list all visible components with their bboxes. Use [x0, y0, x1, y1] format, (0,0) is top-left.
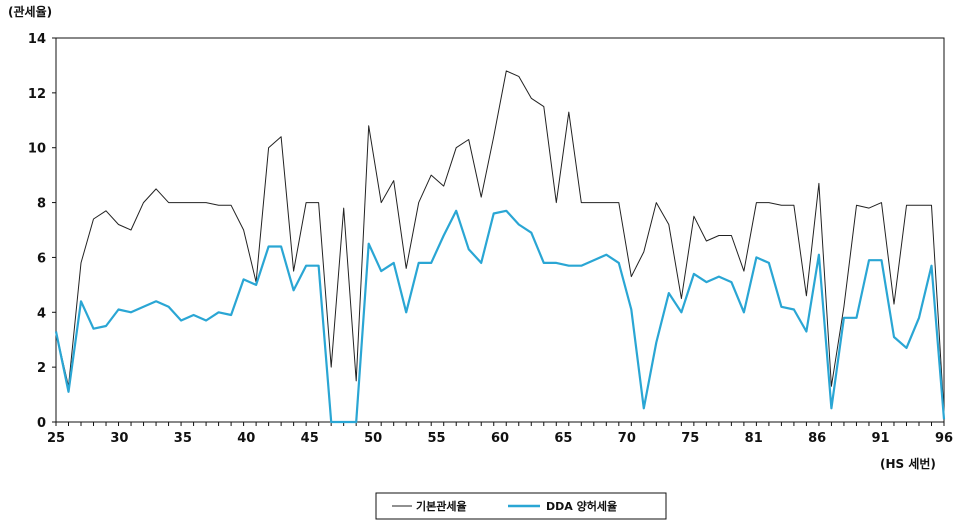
y-tick-label: 8: [37, 197, 46, 212]
x-tick-label: 91: [872, 431, 890, 446]
y-tick-label: 10: [28, 142, 46, 157]
series-line-basic-tariff: [55, 70, 945, 414]
y-axis: 0 2 4 6 8 10 12 14: [28, 32, 56, 431]
x-tick-label: 50: [364, 431, 382, 446]
x-tick-label: 35: [174, 431, 192, 446]
x-tick-label: 75: [681, 431, 699, 446]
x-tick-label: 55: [428, 431, 446, 446]
series-line-dda-tariff: [54, 209, 946, 424]
plot-area-frame: [55, 37, 945, 423]
x-tick-label: 65: [554, 431, 572, 446]
x-tick-label: 40: [237, 431, 255, 446]
y-axis-label: (관세율): [8, 4, 52, 19]
legend-label-dda-tariff: DDA 양허세율: [546, 499, 617, 513]
y-tick-label: 12: [28, 87, 46, 102]
x-tick-label: 60: [491, 431, 509, 446]
y-tick-label: 4: [37, 306, 46, 321]
x-tick-label: 81: [745, 431, 763, 446]
y-tick-label: 2: [37, 361, 46, 376]
x-axis-label: (HS 세번): [880, 456, 936, 471]
legend: 기본관세율 DDA 양허세율: [375, 492, 667, 520]
y-tick-label: 0: [37, 416, 46, 431]
x-tick-label: 25: [47, 431, 65, 446]
x-tick-label: 45: [301, 431, 319, 446]
y-tick-label: 14: [28, 32, 46, 47]
x-tick-label: 96: [935, 431, 953, 446]
y-tick-label: 6: [37, 251, 46, 266]
legend-label-basic-tariff: 기본관세율: [416, 499, 467, 513]
x-axis: 25 30 35 40 45 50 55 60 65 70 75 81 86 91 96: [47, 422, 953, 446]
series-layer: [54, 70, 946, 424]
x-tick-label: 70: [618, 431, 636, 446]
x-tick-label: 86: [808, 431, 826, 446]
x-tick-label: 30: [110, 431, 128, 446]
